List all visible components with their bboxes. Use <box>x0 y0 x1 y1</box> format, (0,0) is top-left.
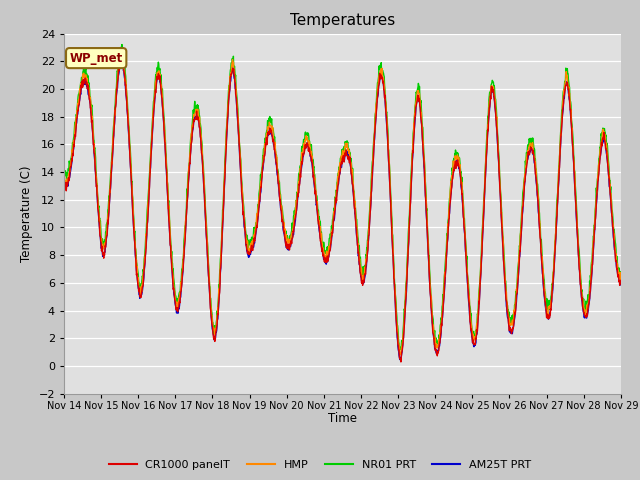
AM25T PRT <box>126 157 134 163</box>
AM25T PRT <box>617 281 625 287</box>
HMP <box>396 352 404 358</box>
AM25T PRT <box>103 229 111 235</box>
HMP <box>103 226 111 231</box>
NR01 PRT <box>126 144 134 149</box>
NR01 PRT <box>397 347 404 352</box>
CR1000 panelT <box>617 277 625 283</box>
Line: AM25T PRT: AM25T PRT <box>64 60 621 360</box>
X-axis label: Time: Time <box>328 412 357 425</box>
NR01 PRT <box>617 273 625 278</box>
HMP <box>297 167 305 172</box>
Title: Temperatures: Temperatures <box>290 13 395 28</box>
CR1000 panelT <box>103 233 111 239</box>
NR01 PRT <box>378 60 385 66</box>
HMP <box>308 153 316 159</box>
CR1000 panelT <box>318 245 326 251</box>
NR01 PRT <box>103 219 111 225</box>
CR1000 panelT <box>308 159 316 165</box>
Line: CR1000 panelT: CR1000 panelT <box>64 60 621 362</box>
HMP <box>60 171 68 177</box>
CR1000 panelT <box>297 174 305 180</box>
NR01 PRT <box>60 172 68 178</box>
AM25T PRT <box>308 162 316 168</box>
NR01 PRT <box>318 242 326 248</box>
CR1000 panelT <box>397 359 404 365</box>
HMP <box>378 72 385 77</box>
CR1000 panelT <box>60 183 68 189</box>
Line: NR01 PRT: NR01 PRT <box>64 45 621 349</box>
Legend: CR1000 panelT, HMP, NR01 PRT, AM25T PRT: CR1000 panelT, HMP, NR01 PRT, AM25T PRT <box>104 456 536 474</box>
HMP <box>118 47 126 53</box>
CR1000 panelT <box>378 72 385 78</box>
HMP <box>617 280 625 286</box>
Y-axis label: Temperature (C): Temperature (C) <box>20 165 33 262</box>
AM25T PRT <box>378 73 385 79</box>
CR1000 panelT <box>126 157 134 163</box>
AM25T PRT <box>297 170 305 176</box>
HMP <box>318 240 326 246</box>
AM25T PRT <box>60 181 68 187</box>
NR01 PRT <box>118 42 126 48</box>
AM25T PRT <box>318 248 326 254</box>
AM25T PRT <box>118 58 126 63</box>
NR01 PRT <box>308 152 316 157</box>
AM25T PRT <box>396 357 404 362</box>
NR01 PRT <box>297 163 305 168</box>
Line: HMP: HMP <box>64 50 621 355</box>
HMP <box>126 152 134 158</box>
Text: WP_met: WP_met <box>70 51 123 65</box>
CR1000 panelT <box>118 58 126 63</box>
